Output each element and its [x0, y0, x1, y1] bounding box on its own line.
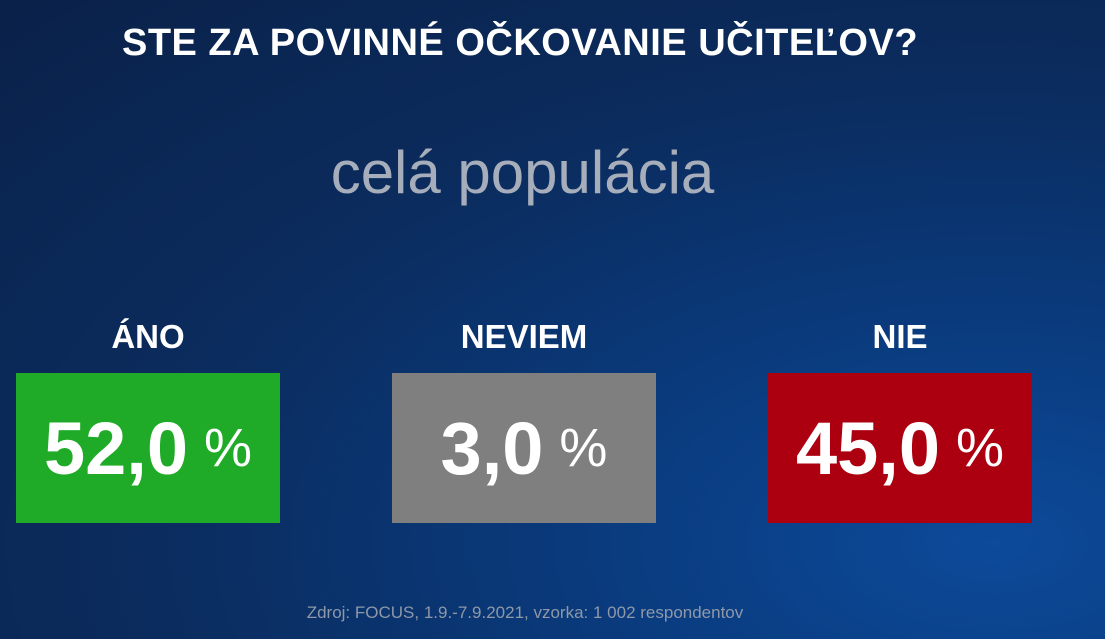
- option-ano-value: 52,0: [43, 406, 188, 490]
- option-neviem-value: 3,0: [440, 406, 544, 490]
- option-ano: ÁNO 52,0 %: [16, 318, 280, 523]
- option-nie-unit: %: [956, 418, 1005, 478]
- option-neviem-unit: %: [559, 418, 608, 478]
- option-nie-value: 45,0: [795, 406, 940, 490]
- source-note: Zdroj: FOCUS, 1.9.-7.9.2021, vzorka: 1 0…: [306, 603, 744, 622]
- option-nie-label: NIE: [872, 318, 928, 355]
- option-neviem-value-box: 3,0 %: [392, 373, 656, 523]
- chart-subtitle: celá populácia: [330, 139, 715, 206]
- chart-title: STE ZA POVINNÉ OČKOVANIE UČITEĽOV?: [121, 22, 919, 64]
- option-nie: NIE 45,0 %: [768, 318, 1032, 523]
- option-nie-value-box: 45,0 %: [768, 373, 1032, 523]
- option-ano-value-box: 52,0 %: [16, 373, 280, 523]
- option-neviem: NEVIEM 3,0 %: [392, 318, 656, 523]
- option-neviem-label: NEVIEM: [460, 318, 588, 355]
- option-ano-label: ÁNO: [111, 318, 185, 355]
- option-ano-unit: %: [204, 418, 253, 478]
